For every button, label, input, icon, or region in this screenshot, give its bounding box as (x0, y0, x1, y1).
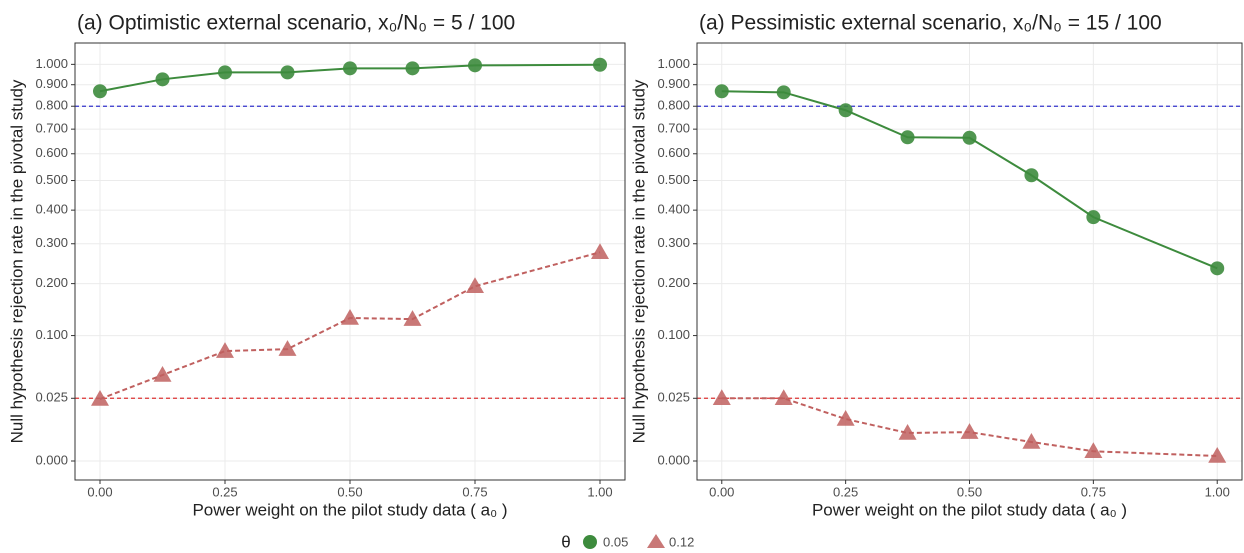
y-tick-label: 0.300 (35, 235, 68, 250)
circle-marker (593, 57, 607, 72)
y-tick-label: 0.300 (657, 235, 690, 250)
circle-marker (714, 84, 729, 99)
circle-marker (218, 65, 232, 80)
y-tick-label: 0.600 (657, 145, 690, 160)
x-axis-label: Power weight on the pilot study data ( a… (192, 500, 507, 519)
y-tick-label: 0.500 (657, 172, 690, 187)
legend-entry: 0.12 (647, 534, 694, 549)
y-tick-label: 0.200 (657, 275, 690, 290)
triangle-marker (836, 410, 855, 426)
x-tick-label: 1.00 (1205, 484, 1230, 499)
y-tick-label: 0.700 (35, 121, 68, 136)
x-tick-label: 0.75 (462, 484, 487, 499)
circle-marker (838, 103, 853, 118)
circle-marker (900, 130, 915, 145)
triangle-marker (898, 423, 917, 440)
plot-frame (696, 42, 1243, 481)
y-tick-label: 1.000 (657, 56, 690, 71)
y-tick-label: 0.900 (657, 76, 690, 91)
x-tick-label: 0.00 (709, 484, 734, 499)
triangle-marker (1022, 432, 1041, 449)
triangle-marker (91, 390, 109, 406)
series-line (721, 397, 1218, 457)
triangle-marker (341, 308, 359, 325)
y-tick-label: 1.000 (35, 56, 68, 71)
y-tick-label: 0.100 (657, 327, 690, 342)
y-tick-label: 0.025 (35, 390, 68, 405)
plot-frame (74, 42, 626, 481)
y-axis-label: Null hypothesis rejection rate in the pi… (7, 79, 26, 443)
y-tick-label: 0.800 (657, 98, 690, 113)
y-tick-label: 0.000 (35, 452, 68, 467)
x-tick-label: 0.25 (212, 484, 237, 499)
circle-marker (343, 61, 357, 76)
triangle-marker (153, 366, 172, 382)
series-line (99, 251, 601, 400)
y-tick-label: 0.400 (657, 202, 690, 217)
triangle-marker (403, 310, 422, 326)
y-tick-label: 0.200 (35, 275, 68, 290)
x-tick-label: 1.00 (587, 484, 612, 499)
triangle-marker (591, 243, 609, 259)
triangle-marker (216, 342, 234, 358)
circle-marker (468, 58, 482, 73)
y-tick-label: 0.400 (35, 202, 68, 217)
y-tick-label: 0.500 (35, 172, 68, 187)
circle-marker (93, 84, 107, 99)
y-tick-label: 0.800 (35, 98, 68, 113)
legend-title: θ (561, 532, 570, 551)
series-line (99, 63, 601, 93)
x-tick-label: 0.25 (833, 484, 858, 499)
circle-marker (1086, 210, 1101, 225)
y-tick-label: 0.100 (35, 327, 68, 342)
triangle-marker (960, 423, 979, 439)
triangle-marker (774, 389, 793, 406)
triangle-marker (466, 277, 484, 294)
y-axis-label: Null hypothesis rejection rate in the pi… (629, 79, 648, 443)
triangle-marker (278, 340, 297, 356)
y-tick-label: 0.600 (35, 145, 68, 160)
triangle-marker (712, 389, 731, 406)
circle-marker (962, 130, 977, 145)
triangle-marker (1208, 446, 1227, 463)
x-axis-label: Power weight on the pilot study data ( a… (812, 500, 1127, 519)
circle-marker (776, 85, 791, 100)
series-line (721, 90, 1218, 270)
chart-title: (a) Optimistic external scenario, x₀/N₀ … (77, 12, 515, 35)
triangle-marker (1084, 442, 1103, 459)
x-tick-label: 0.50 (337, 484, 362, 499)
legend-entry: 0.05 (583, 534, 628, 549)
x-tick-label: 0.00 (87, 484, 112, 499)
y-tick-label: 0.000 (657, 452, 690, 467)
x-tick-label: 0.75 (1081, 484, 1106, 499)
circle-marker (1210, 261, 1225, 276)
legend-key (583, 535, 597, 549)
y-tick-label: 0.025 (657, 390, 690, 405)
legend-label: 0.12 (669, 534, 694, 549)
circle-marker (280, 65, 295, 80)
x-tick-label: 0.50 (957, 484, 982, 499)
y-tick-label: 0.900 (35, 76, 68, 91)
circle-marker (155, 72, 170, 87)
chart-title: (a) Pessimistic external scenario, x₀/N₀… (699, 12, 1162, 35)
circle-marker (1024, 168, 1039, 183)
circle-marker (405, 61, 420, 76)
y-tick-label: 0.700 (657, 121, 690, 136)
legend-label: 0.05 (603, 534, 628, 549)
legend-key (647, 534, 665, 548)
